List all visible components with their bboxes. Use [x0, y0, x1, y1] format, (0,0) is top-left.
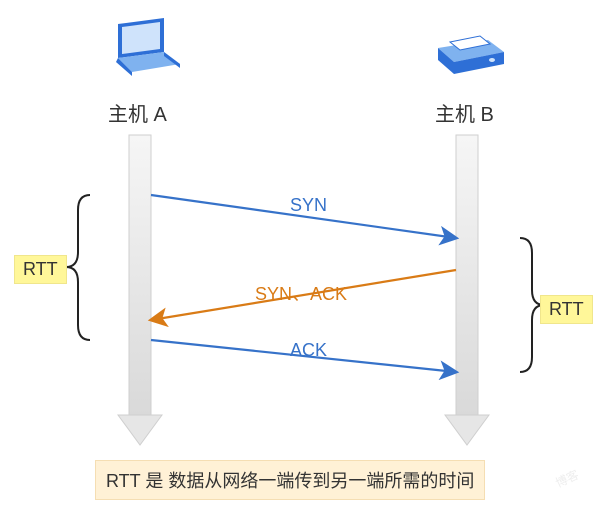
host-b-label: 主机 B [435, 98, 494, 127]
label-synack: SYN、ACK [255, 280, 347, 306]
rtt-label-left: RTT [14, 255, 67, 284]
diagram-canvas: 主机 A 主机 B RTT RTT SYN SYN、ACK ACK RTT 是 … [0, 0, 615, 512]
rtt-label-right: RTT [540, 295, 593, 324]
diagram-svg [0, 0, 615, 512]
label-ack: ACK [290, 340, 327, 361]
timeline-a [118, 135, 162, 445]
printer-icon [438, 36, 504, 74]
label-syn: SYN [290, 195, 327, 216]
watermark: 博客 [553, 466, 582, 492]
laptop-icon [116, 18, 180, 76]
timeline-b [445, 135, 489, 445]
footer-caption: RTT 是 数据从网络一端传到另一端所需的时间 [95, 460, 485, 500]
host-a-label: 主机 A [108, 98, 167, 127]
brace-left [66, 195, 90, 340]
